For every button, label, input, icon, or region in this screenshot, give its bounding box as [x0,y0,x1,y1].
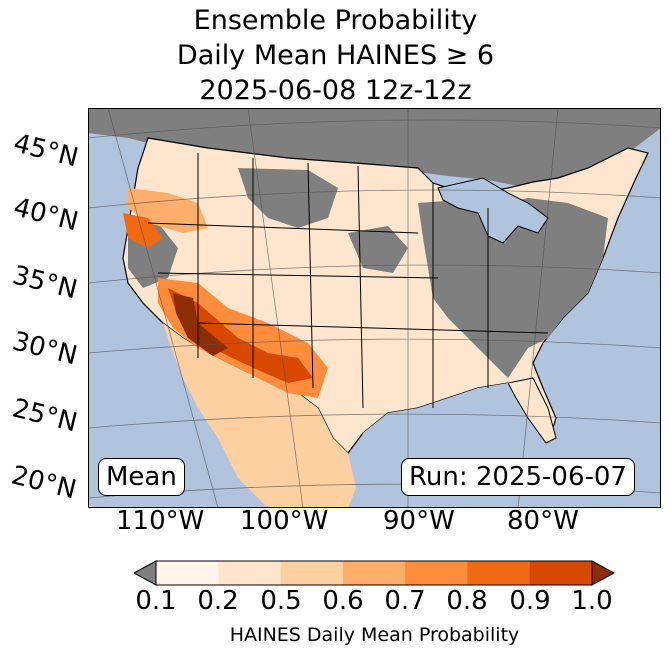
gulf-of-mexico [358,383,528,468]
title-line-2: Daily Mean HAINES ≥ 6 [176,40,495,71]
colorbar-segment-2 [280,561,344,585]
colorbar [134,560,616,586]
run-date-box: Run: 2025-06-07 [401,458,635,496]
map-frame [88,108,661,508]
colorbar-segment-4 [405,561,468,585]
colorbar-tick-5: 0.8 [446,586,488,616]
great-lakes [437,177,549,244]
colorbar-tick-0: 0.1 [135,586,177,616]
midwest-low-prob [348,226,408,273]
nevada-high-prob [123,213,163,248]
colorbar-segment-0 [156,561,219,585]
colorbar-tick-6: 0.9 [509,586,551,616]
lat-label-35n: 35°N [9,260,81,306]
lon-label-110w: 110°W [116,506,205,536]
colorbar-tick-2: 0.5 [260,586,302,616]
lat-label-25n: 25°N [9,393,81,439]
lon-label-100w: 100°W [240,506,329,536]
southwest-very-high-prob [168,288,313,383]
lon-label-90w: 90°W [383,506,455,536]
probability-map [88,108,661,508]
colorbar-label: HAINES Daily Mean Probability [229,624,520,646]
florida [507,377,557,444]
plains-low-prob [238,168,338,228]
colorbar-over-arrow [591,560,616,586]
title-line-1: Ensemble Probability [193,5,478,36]
mexico-land [163,323,356,508]
east-low-prob [418,198,608,378]
colorbar-frame [155,560,593,586]
canada-land [88,108,661,188]
colorbar-tick-1: 0.2 [197,586,239,616]
colorbar-segment-6 [529,561,593,585]
lat-label-40n: 40°N [10,192,82,238]
lon-label-80w: 80°W [507,506,579,536]
colorbar-tick-4: 0.7 [384,586,426,616]
colorbar-under-arrow [134,560,157,586]
state-boundaries [147,153,549,409]
lat-label-30n: 30°N [9,326,81,372]
colorbar-tick-7: 1.0 [571,586,613,616]
colorbar-segment-3 [342,561,406,585]
colorbar-tick-3: 0.6 [322,586,364,616]
lat-label-20n: 20°N [8,460,80,506]
lat-label-45n: 45°N [10,128,82,174]
title-line-3: 2025-06-08 12z-12z [199,75,472,106]
stat-label-box: Mean [98,458,185,496]
colorbar-segment-5 [467,561,531,585]
arizona-peak-prob [173,293,228,356]
colorbar-segment-1 [218,561,282,585]
